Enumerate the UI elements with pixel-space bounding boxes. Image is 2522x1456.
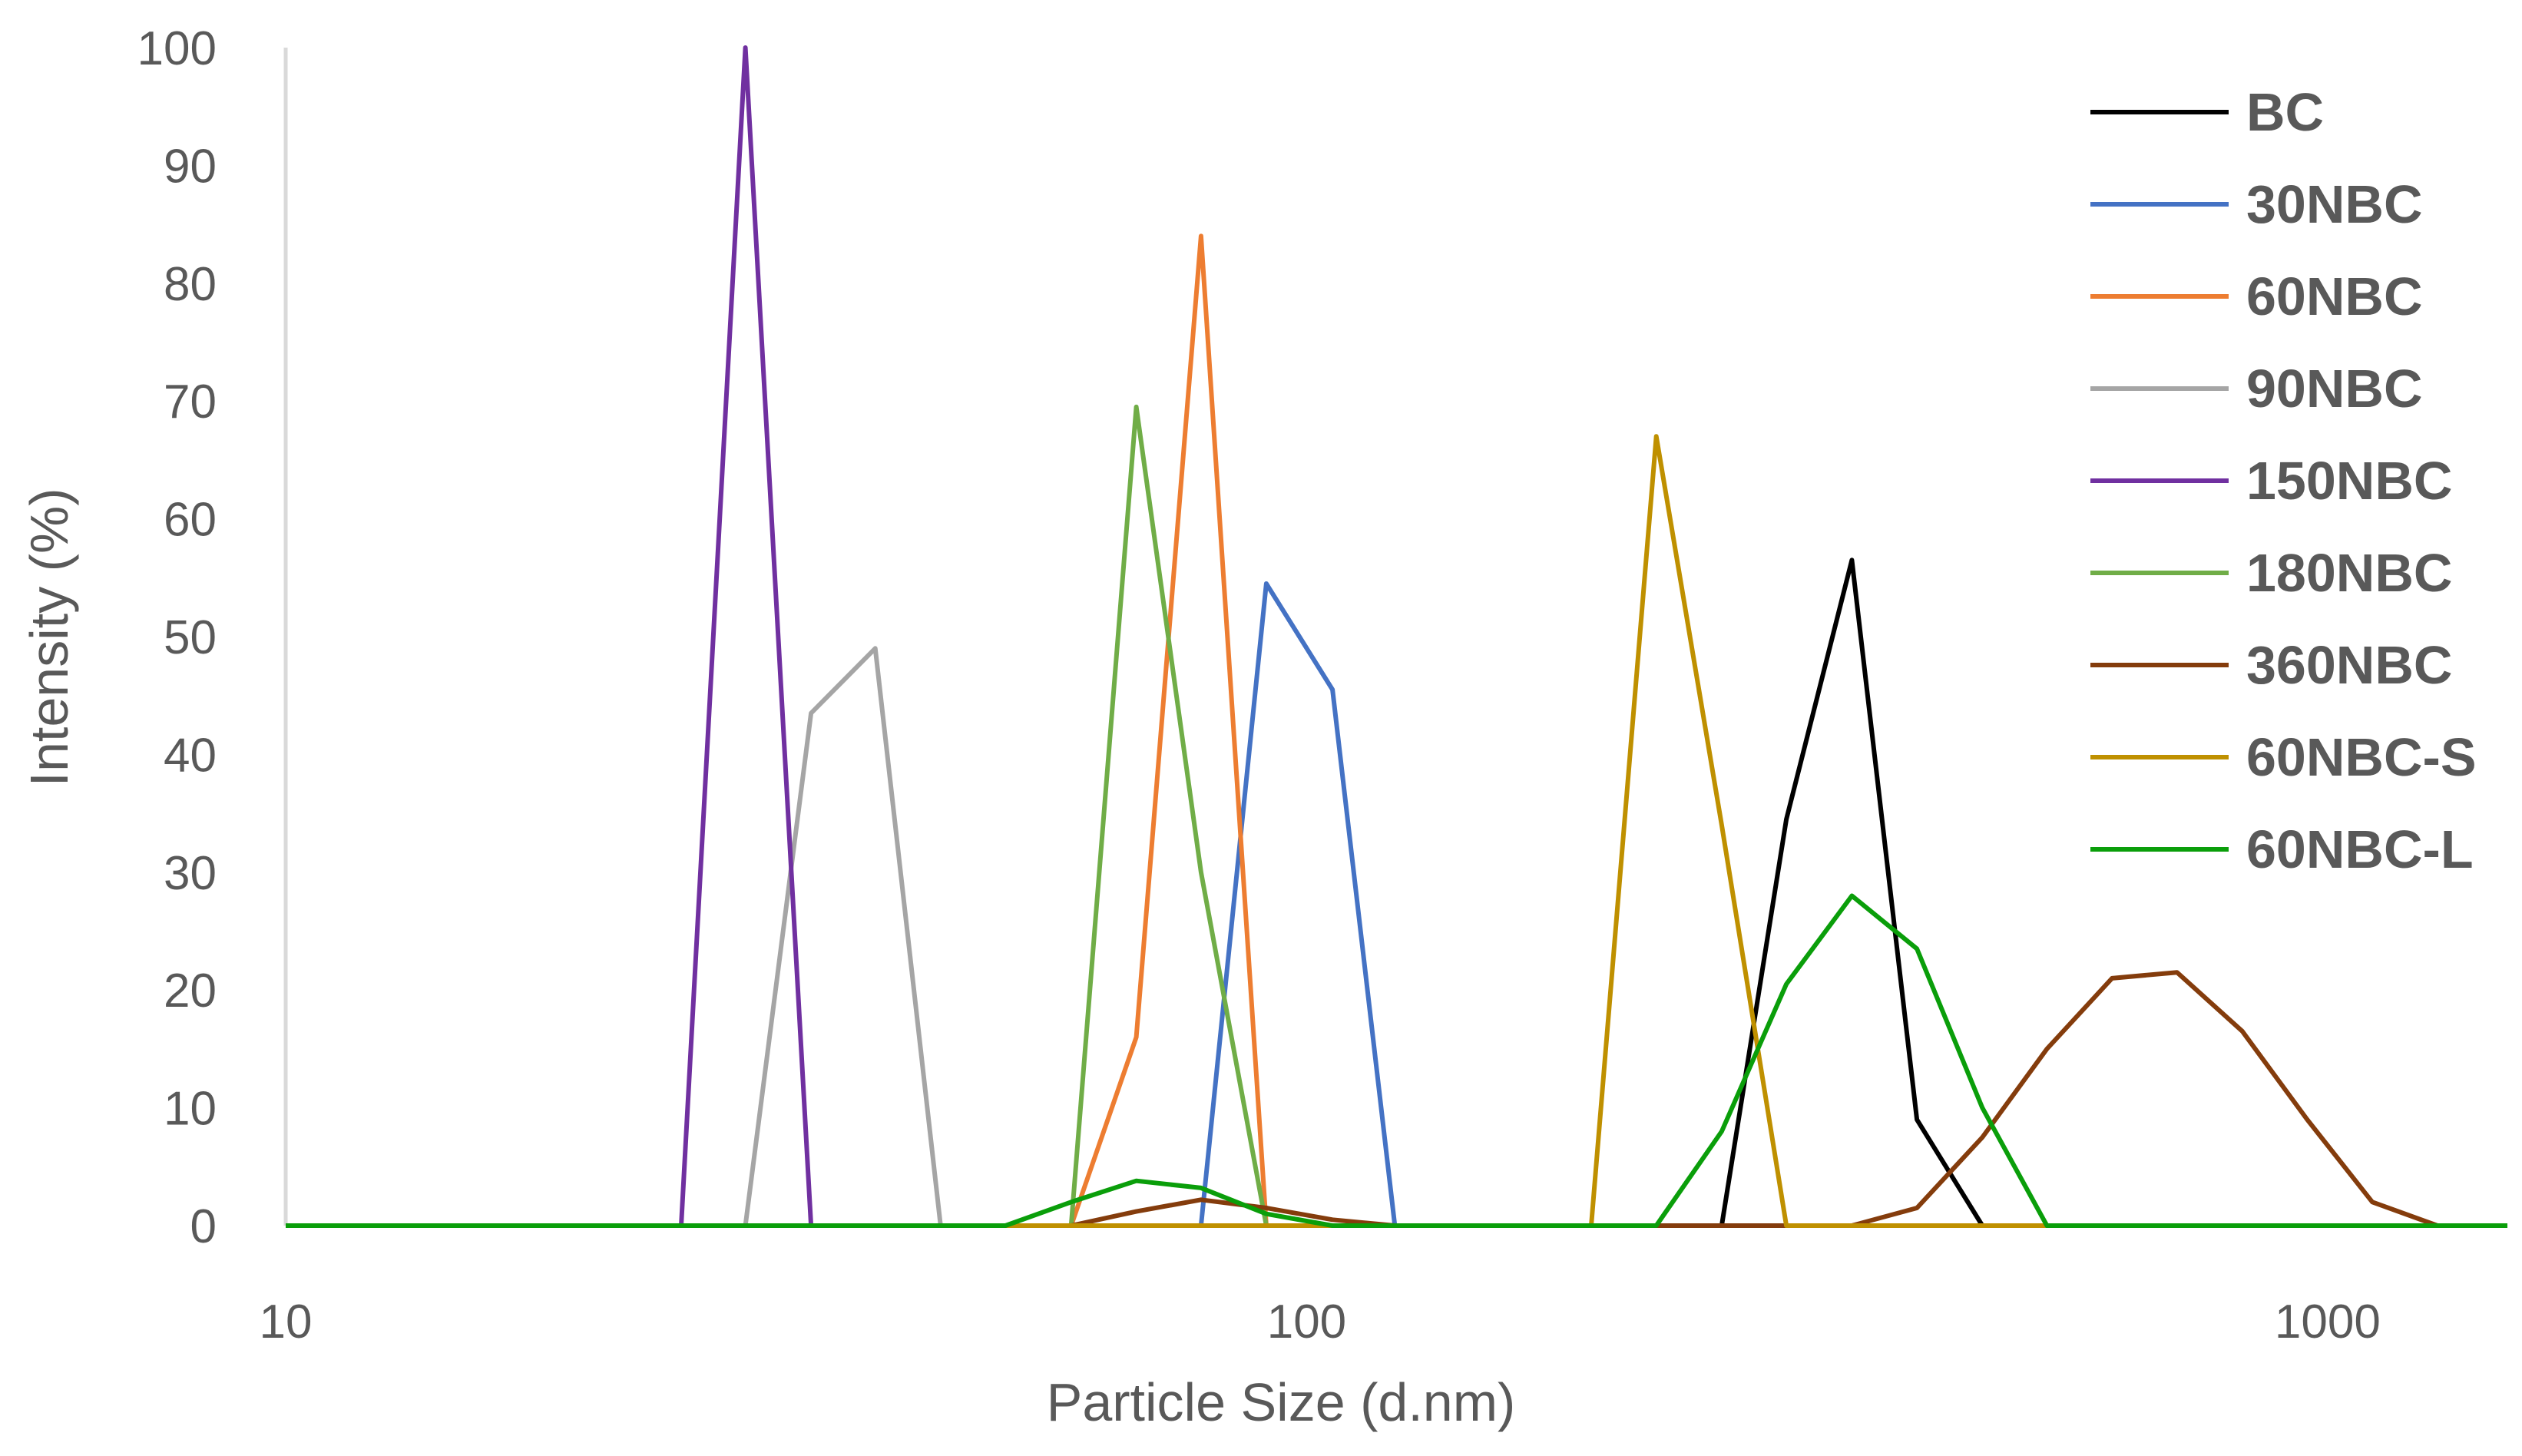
y-tick-label: 20 [164,965,217,1018]
y-tick-label: 100 [137,22,217,75]
legend-item: 30NBC [2090,174,2423,234]
y-tick-label: 10 [164,1083,217,1136]
legend: BC 30NBC 60NBC 90NBC 150NBC 180NBC 360NBC 60NBC… [2090,82,2477,879]
series-line-bc [286,558,2507,1228]
series-line-60nbc-s [286,434,2507,1228]
x-tick-label: 100 [1267,1296,1346,1348]
legend-label: 60NBC [2246,266,2423,326]
series-line-60nbc [286,233,2507,1228]
legend-label: 90NBC [2246,359,2423,419]
y-tick-label: 30 [164,847,217,900]
series-line-150nbc [286,45,2507,1228]
x-tick-label: 10 [260,1296,313,1348]
x-tick-labels: 10 100 1000 [260,1296,2381,1348]
series-line-90nbc [286,646,2507,1228]
y-tick-label: 80 [164,258,217,311]
y-tick-label: 70 [164,376,217,429]
y-tick-label: 40 [164,729,217,782]
legend-label: 30NBC [2246,174,2423,234]
legend-item: 180NBC [2090,543,2452,603]
legend-label: 60NBC-S [2246,727,2477,787]
legend-label: BC [2246,82,2324,142]
legend-item: 360NBC [2090,635,2452,695]
legend-label: 180NBC [2246,543,2452,603]
legend-item: 150NBC [2090,451,2452,511]
x-tick-label: 1000 [2275,1296,2381,1348]
series-line-60nbc-l [286,893,2507,1228]
legend-item: 60NBC-L [2090,819,2474,879]
y-tick-label: 50 [164,611,217,664]
y-tick-label: 90 [164,140,217,193]
legend-item: 90NBC [2090,359,2423,419]
y-tick-label: 0 [190,1200,217,1253]
y-tick-label: 60 [164,494,217,547]
legend-item: BC [2090,82,2324,142]
y-tick-labels: 0 10 20 30 40 50 60 70 80 90 100 [137,22,217,1253]
legend-label: 360NBC [2246,635,2452,695]
x-axis-title: Particle Size (d.nm) [1047,1372,1516,1432]
series-lines [286,45,2507,1228]
legend-item: 60NBC [2090,266,2423,326]
y-axis-title: Intensity (%) [19,488,79,787]
series-line-180nbc [286,404,2507,1228]
series-line-360nbc [286,970,2507,1228]
series-line-30nbc [286,581,2507,1228]
legend-label: 60NBC-L [2246,819,2474,879]
legend-label: 150NBC [2246,451,2452,511]
legend-item: 60NBC-S [2090,727,2477,787]
